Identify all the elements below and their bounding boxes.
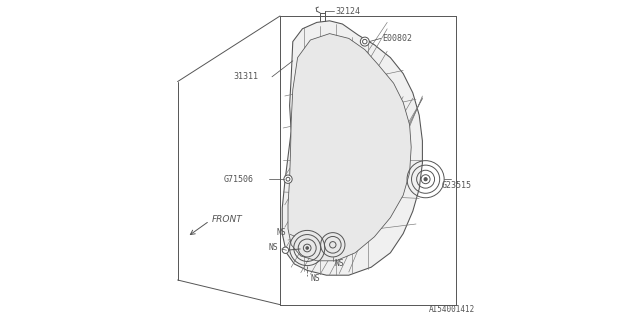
Text: NS: NS [310, 274, 320, 283]
Text: NS: NS [334, 259, 344, 268]
Polygon shape [282, 21, 422, 275]
Text: G71506: G71506 [224, 175, 254, 184]
Circle shape [362, 39, 367, 44]
Text: AI54001412: AI54001412 [429, 305, 475, 314]
Circle shape [424, 178, 428, 181]
Text: G23515: G23515 [442, 181, 472, 190]
Circle shape [282, 247, 289, 253]
Polygon shape [288, 34, 412, 261]
Circle shape [286, 177, 290, 181]
Circle shape [306, 247, 308, 249]
Circle shape [360, 37, 369, 46]
Text: FRONT: FRONT [212, 215, 243, 224]
Circle shape [284, 175, 292, 183]
Text: NS: NS [276, 228, 287, 237]
Text: NS: NS [269, 244, 278, 252]
Text: E00802: E00802 [381, 34, 412, 43]
Text: 32124: 32124 [335, 7, 360, 16]
Text: 31311: 31311 [234, 72, 259, 81]
